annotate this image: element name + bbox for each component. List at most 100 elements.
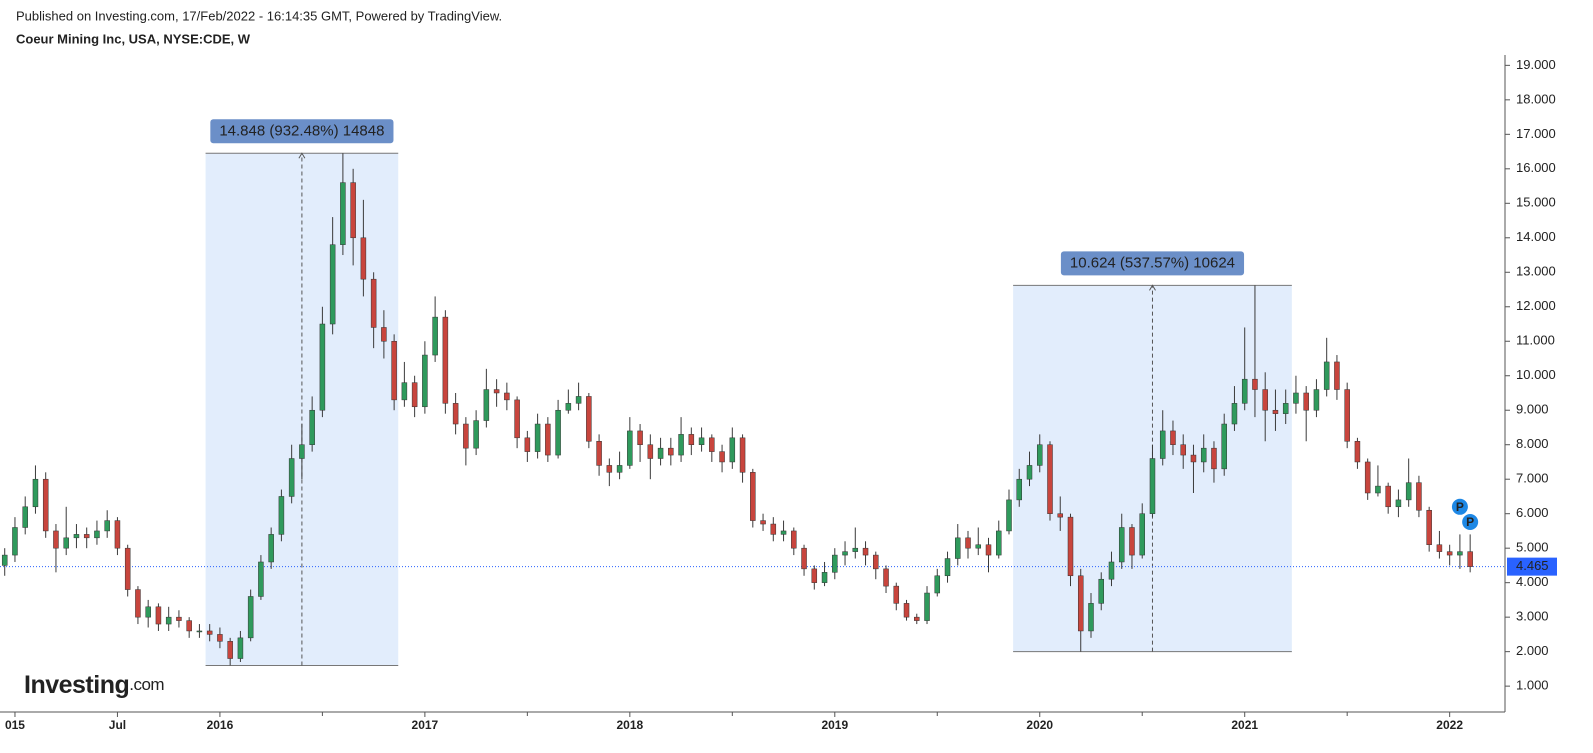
candle-body (1, 554, 8, 566)
candle-body (452, 403, 459, 425)
candle-body (1467, 551, 1473, 567)
candle-body (340, 182, 346, 245)
y-tick-label: 15.000 (1516, 195, 1556, 210)
candle-body (1190, 454, 1197, 463)
candle-body (176, 616, 182, 621)
candle-body (596, 441, 602, 466)
y-tick-label: 9.000 (1516, 402, 1549, 417)
x-tick-label: 2022 (1436, 718, 1463, 732)
candle-body (299, 444, 305, 459)
candle-body (1416, 482, 1422, 511)
y-tick-label: 17.000 (1516, 126, 1556, 141)
candle-body (237, 637, 244, 659)
candle-body (493, 389, 500, 394)
candle-body (811, 568, 818, 583)
candle-body (1426, 509, 1432, 545)
candle-body (780, 530, 787, 535)
x-tick-label: 2019 (821, 718, 848, 732)
candle-body (73, 534, 80, 539)
candle-body (934, 575, 941, 594)
candle-body (1364, 461, 1371, 494)
y-tick-label: 11.000 (1516, 333, 1555, 348)
measure-label-text: 14.848 (932.48%) 14848 (219, 122, 384, 139)
candle-body (1149, 458, 1156, 514)
candle-body (1272, 409, 1279, 414)
candle-body (534, 423, 541, 452)
candle-body (606, 465, 613, 473)
candle-body (155, 606, 162, 625)
marker (1462, 513, 1479, 530)
candle-body (104, 520, 110, 532)
candle-body (1344, 389, 1350, 442)
marker (1451, 498, 1468, 515)
candle-body (832, 554, 838, 573)
x-tick-label: 2017 (412, 718, 439, 732)
candle-body (955, 537, 961, 559)
marker-label: P (1466, 515, 1474, 529)
candle-body (791, 530, 797, 549)
measure-label-box (1060, 251, 1245, 276)
candle-body (1057, 513, 1063, 518)
candle-body (1016, 478, 1023, 501)
candle-body (729, 437, 736, 463)
candle-body (145, 606, 151, 618)
candle-body (1221, 423, 1227, 470)
candle-body (319, 323, 326, 411)
candle-body (1241, 378, 1248, 404)
candle-body (1375, 485, 1381, 494)
candle-body (1395, 499, 1402, 508)
candle-body (1118, 527, 1125, 563)
candle-body (1200, 447, 1207, 463)
y-tick-label: 2.000 (1516, 643, 1549, 658)
marker-label: P (1456, 500, 1464, 514)
y-tick-label: 12.000 (1516, 298, 1556, 313)
x-tick-label: 2018 (616, 718, 643, 732)
y-tick-label: 14.000 (1516, 229, 1556, 244)
candle-body (63, 537, 69, 549)
candle-body (135, 589, 141, 618)
candle-body (852, 547, 859, 552)
x-tick-label: 015 (5, 718, 25, 732)
candle-body (944, 558, 951, 577)
candle-body (975, 544, 982, 549)
candle-body (627, 430, 633, 466)
candle-body (586, 396, 592, 442)
candle-body (1139, 513, 1145, 556)
candle-body (114, 520, 121, 549)
y-tick-label: 19.000 (1516, 57, 1556, 72)
candle-body (862, 547, 869, 556)
candle-body (914, 616, 920, 621)
candle-body (821, 572, 828, 583)
candle-body (247, 596, 254, 639)
candle-body (1067, 516, 1074, 577)
candle-body (124, 547, 131, 590)
candle-body (473, 420, 479, 449)
measure-label-text: 10.624 (537.57%) 10624 (1070, 254, 1235, 271)
candle-body (370, 278, 377, 328)
y-tick-label: 1.000 (1516, 678, 1549, 693)
candle-body (709, 437, 715, 452)
candle-body (770, 523, 777, 535)
candle-body (647, 444, 654, 459)
candle-body (524, 437, 531, 452)
candle-body (196, 630, 203, 633)
candle-body (719, 451, 725, 463)
x-tick-label: 2020 (1026, 718, 1053, 732)
candle-body (1405, 482, 1412, 501)
candle-body (688, 434, 695, 445)
candle-body (1108, 561, 1115, 580)
x-tick-label: 2021 (1231, 718, 1258, 732)
last-price-box (1507, 557, 1557, 576)
candle-body (411, 382, 418, 408)
candle-body (401, 382, 408, 401)
candle-body (504, 392, 510, 401)
candle-body (227, 641, 233, 659)
candle-body (381, 327, 387, 342)
candle-body (278, 496, 285, 535)
candle-body (463, 423, 469, 449)
candle-body (1334, 361, 1340, 390)
x-tick-label: 2016 (207, 718, 234, 732)
plot-area: 1.000 2.000 3.000 4.000 5.000 6.000 7.000 8.000… (0, 55, 1557, 732)
candle-body (350, 182, 356, 239)
candle-body (165, 616, 172, 625)
